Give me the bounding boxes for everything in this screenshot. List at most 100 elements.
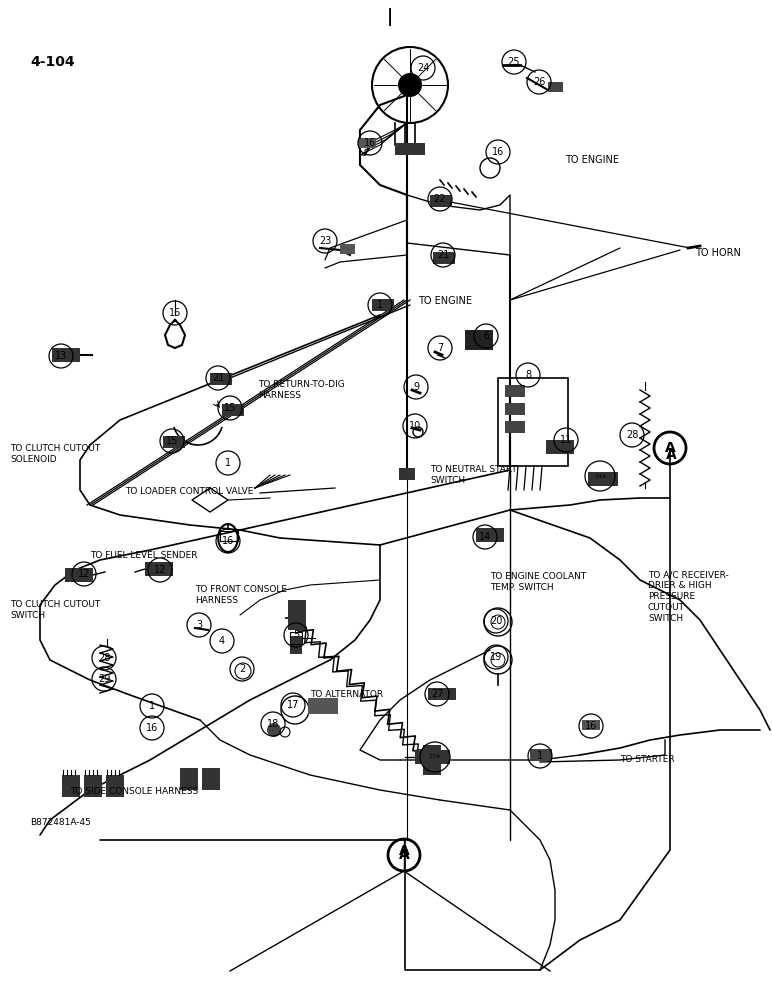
Bar	[288, 600, 306, 630]
Text: 6: 6	[483, 331, 489, 341]
Circle shape	[398, 73, 422, 97]
Text: TO ENGINE COOLANT
TEMP. SWITCH: TO ENGINE COOLANT TEMP. SWITCH	[490, 572, 586, 592]
Text: B872481A-45: B872481A-45	[30, 818, 91, 827]
Text: 10: 10	[409, 421, 421, 431]
Bar	[62, 775, 80, 797]
Text: 12: 12	[154, 565, 166, 575]
Bar	[106, 775, 124, 797]
Text: 16: 16	[146, 723, 158, 733]
Circle shape	[267, 723, 281, 737]
Bar	[505, 403, 525, 415]
Bar	[202, 768, 220, 790]
Text: TO NEUTRAL START
SWITCH: TO NEUTRAL START SWITCH	[430, 465, 517, 485]
Text: 5: 5	[293, 630, 299, 640]
Text: 27: 27	[431, 689, 443, 699]
Text: 14: 14	[479, 532, 491, 542]
Text: 20: 20	[489, 616, 503, 626]
Bar	[423, 745, 441, 775]
Text: 28: 28	[98, 653, 110, 663]
Text: TO HORN: TO HORN	[695, 248, 741, 258]
Bar	[430, 195, 452, 207]
Text: 8: 8	[525, 370, 531, 380]
Bar	[163, 436, 185, 448]
Text: 11: 11	[560, 435, 572, 445]
Text: A: A	[665, 441, 676, 455]
Bar	[210, 373, 232, 385]
Bar	[428, 688, 456, 700]
Bar	[546, 440, 574, 454]
Bar	[395, 143, 425, 155]
Text: 16: 16	[364, 138, 376, 148]
Text: |: |	[387, 8, 393, 26]
Text: TO SIDE CONSOLE HARNESS: TO SIDE CONSOLE HARNESS	[70, 787, 198, 796]
Text: TO ENGINE: TO ENGINE	[565, 155, 619, 165]
Text: A: A	[398, 848, 409, 862]
Bar	[290, 636, 302, 654]
Text: TO ALTERNATOR: TO ALTERNATOR	[310, 690, 383, 699]
Bar	[530, 749, 552, 761]
Text: 9: 9	[413, 382, 419, 392]
Bar	[308, 698, 338, 714]
Text: 27A: 27A	[429, 754, 441, 760]
Text: 1: 1	[225, 458, 231, 468]
Bar	[505, 421, 525, 433]
Bar	[180, 768, 198, 790]
Text: TO CLUTCH CUTOUT
SWITCH: TO CLUTCH CUTOUT SWITCH	[10, 600, 100, 620]
Text: 26: 26	[533, 77, 545, 87]
Text: TO FUEL LEVEL SENDER: TO FUEL LEVEL SENDER	[90, 551, 198, 560]
Text: 23: 23	[319, 236, 331, 246]
Bar	[476, 528, 504, 542]
Text: TO ENGINE: TO ENGINE	[418, 296, 472, 306]
Bar	[220, 531, 238, 541]
Text: 25: 25	[508, 57, 520, 67]
Bar	[415, 750, 450, 764]
Bar	[505, 385, 525, 397]
Bar	[65, 568, 93, 582]
Text: 15: 15	[224, 403, 236, 413]
Text: 16: 16	[492, 147, 504, 157]
Text: 18: 18	[267, 719, 279, 729]
Text: 1: 1	[377, 300, 383, 310]
Text: A: A	[665, 448, 676, 462]
Text: 17: 17	[287, 700, 300, 710]
Text: 24: 24	[417, 63, 429, 73]
Bar	[582, 720, 600, 730]
Text: 4: 4	[219, 636, 225, 646]
Text: 28: 28	[626, 430, 638, 440]
Bar	[399, 468, 415, 480]
Text: A: A	[398, 844, 409, 858]
Text: 7: 7	[437, 343, 443, 353]
Text: 21: 21	[212, 373, 224, 383]
Text: TO LOADER CONTROL VALVE: TO LOADER CONTROL VALVE	[125, 487, 253, 496]
Text: 13: 13	[55, 351, 67, 361]
Text: 29: 29	[98, 674, 110, 684]
Bar	[372, 299, 394, 311]
Bar	[465, 330, 493, 350]
Text: 14A: 14A	[594, 474, 606, 479]
Text: 12: 12	[78, 569, 90, 579]
Text: 15: 15	[166, 436, 178, 446]
Bar	[340, 244, 355, 254]
Text: 21: 21	[437, 250, 449, 260]
Text: TO RETURN-TO-DIG
HARNESS: TO RETURN-TO-DIG HARNESS	[258, 380, 345, 400]
Bar	[498, 378, 568, 466]
Text: 2: 2	[239, 664, 245, 674]
Bar	[358, 138, 376, 148]
Text: TO FRONT CONSOLE
HARNESS: TO FRONT CONSOLE HARNESS	[195, 585, 287, 605]
Text: TO A/C RECEIVER-
DRIER & HIGH
PRESSURE
CUTOUT
SWITCH: TO A/C RECEIVER- DRIER & HIGH PRESSURE C…	[648, 570, 729, 623]
Bar	[548, 82, 563, 92]
Bar	[433, 252, 455, 264]
Text: 22: 22	[434, 194, 446, 204]
Text: 4-104: 4-104	[30, 55, 75, 69]
Text: TO CLUTCH CUTOUT
SOLENOID: TO CLUTCH CUTOUT SOLENOID	[10, 444, 100, 464]
Text: 3: 3	[196, 620, 202, 630]
Text: 16: 16	[169, 308, 181, 318]
Bar	[145, 562, 173, 576]
Bar	[52, 348, 80, 362]
Bar	[222, 404, 244, 416]
Bar	[588, 472, 618, 486]
Text: 1: 1	[149, 701, 155, 711]
Bar	[290, 632, 302, 644]
Bar	[84, 775, 102, 797]
Text: 16: 16	[585, 721, 597, 731]
